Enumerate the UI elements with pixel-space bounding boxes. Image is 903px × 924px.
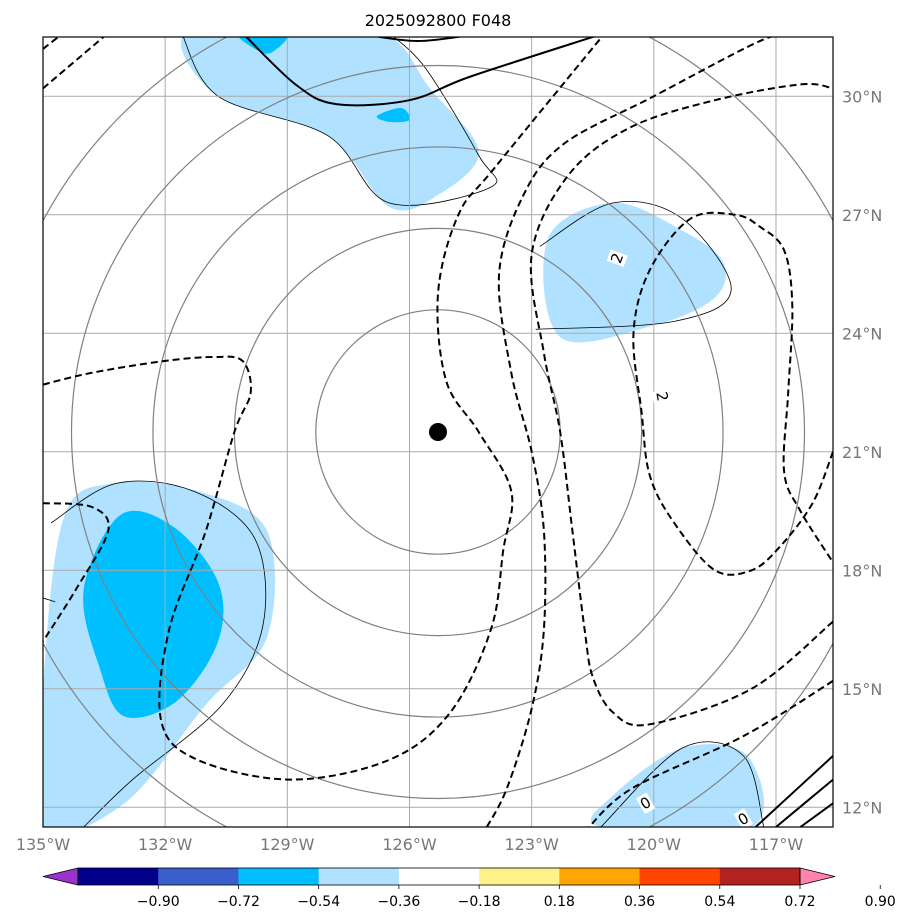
lat-tick-label: 24°N bbox=[842, 324, 882, 343]
lat-tick-label: 12°N bbox=[842, 798, 882, 817]
colorbar-tick-label: 0.54 bbox=[704, 894, 735, 910]
thin-contour bbox=[535, 200, 732, 330]
contour-label-bg bbox=[733, 808, 754, 827]
lon-tick-label: 132°W bbox=[138, 835, 193, 854]
solid-contour bbox=[245, 37, 596, 107]
lat-tick-label: 18°N bbox=[842, 561, 882, 580]
lat-tick-label: 15°N bbox=[842, 680, 882, 699]
colorbar-extend-high bbox=[799, 867, 836, 886]
colorbar-swatch bbox=[238, 868, 320, 885]
dashed-contour bbox=[43, 37, 106, 90]
colorbar-tick-label: 0.72 bbox=[784, 894, 815, 910]
contour-label-bg bbox=[652, 388, 672, 404]
colorbar-tick-label: 0.90 bbox=[865, 894, 896, 910]
shaded-region bbox=[590, 744, 765, 827]
lat-tick-label: 21°N bbox=[842, 443, 882, 462]
solid-contour bbox=[373, 37, 464, 43]
shaded-region bbox=[180, 37, 479, 211]
shaded-region bbox=[376, 108, 410, 123]
colorbar-swatch bbox=[398, 868, 480, 885]
colorbar-swatch bbox=[559, 868, 641, 885]
colorbar-tick-label: 0.18 bbox=[544, 894, 575, 910]
colorbar-tick-label: −0.18 bbox=[458, 894, 501, 910]
contour-label-bg bbox=[635, 792, 656, 815]
dashed-contour bbox=[43, 37, 60, 50]
colorbar-frame bbox=[77, 867, 801, 886]
map-frame bbox=[42, 36, 834, 828]
axis-ticks: 135°W 132°W 129°W 126°W 123°W 120°W 117°W 12°N 1… bbox=[16, 87, 883, 854]
colorbar-tick-label: −0.90 bbox=[137, 894, 180, 910]
lon-tick-label: 117°W bbox=[749, 835, 804, 854]
colorbar: −0.90 −0.72 −0.54 −0.36 −0.18 0.18 0.36 0.54 0.7… bbox=[42, 867, 896, 910]
dashed-contour bbox=[632, 211, 833, 576]
range-ring bbox=[70, 64, 806, 800]
thin-contour bbox=[600, 741, 765, 827]
colorbar-tick-label: −0.54 bbox=[297, 894, 340, 910]
lon-tick-label: 135°W bbox=[16, 835, 71, 854]
colorbar-swatch bbox=[719, 868, 801, 885]
colorbar-extend-low bbox=[42, 867, 79, 886]
thin-contour bbox=[50, 480, 267, 827]
shaded-region bbox=[83, 510, 224, 718]
dashed-contour bbox=[43, 502, 110, 642]
solid-contour bbox=[775, 778, 833, 827]
contour-label-bg bbox=[606, 249, 628, 267]
lon-tick-label: 123°W bbox=[504, 835, 559, 854]
contour-label: 2 bbox=[652, 390, 671, 403]
lat-tick-label: 30°N bbox=[842, 87, 882, 106]
storm-center-marker bbox=[429, 423, 447, 441]
colorbar-swatch bbox=[78, 868, 159, 885]
colorbar-swatch bbox=[479, 868, 560, 885]
chart-title: 2025092800 F048 bbox=[365, 11, 512, 30]
lon-tick-label: 120°W bbox=[627, 835, 682, 854]
solid-contour bbox=[754, 755, 833, 827]
lat-tick-label: 27°N bbox=[842, 206, 882, 225]
colorbar-tick-label: −0.72 bbox=[217, 894, 260, 910]
colorbar-swatch bbox=[158, 868, 239, 885]
thin-contour bbox=[43, 597, 56, 603]
range-ring bbox=[152, 146, 724, 718]
solid-contour bbox=[799, 802, 833, 827]
colorbar-swatch bbox=[639, 868, 721, 885]
lon-tick-label: 129°W bbox=[260, 835, 315, 854]
dashed-contour bbox=[486, 37, 774, 827]
colorbar-tick-label: −0.36 bbox=[377, 894, 420, 910]
dashed-contour bbox=[43, 37, 604, 781]
shaded-region bbox=[543, 202, 726, 343]
dashed-contour bbox=[529, 82, 833, 727]
lon-tick-label: 126°W bbox=[382, 835, 437, 854]
colorbar-tick-label: 0.36 bbox=[624, 894, 655, 910]
colorbar-swatch bbox=[318, 868, 400, 885]
dashed-contour bbox=[588, 680, 833, 827]
